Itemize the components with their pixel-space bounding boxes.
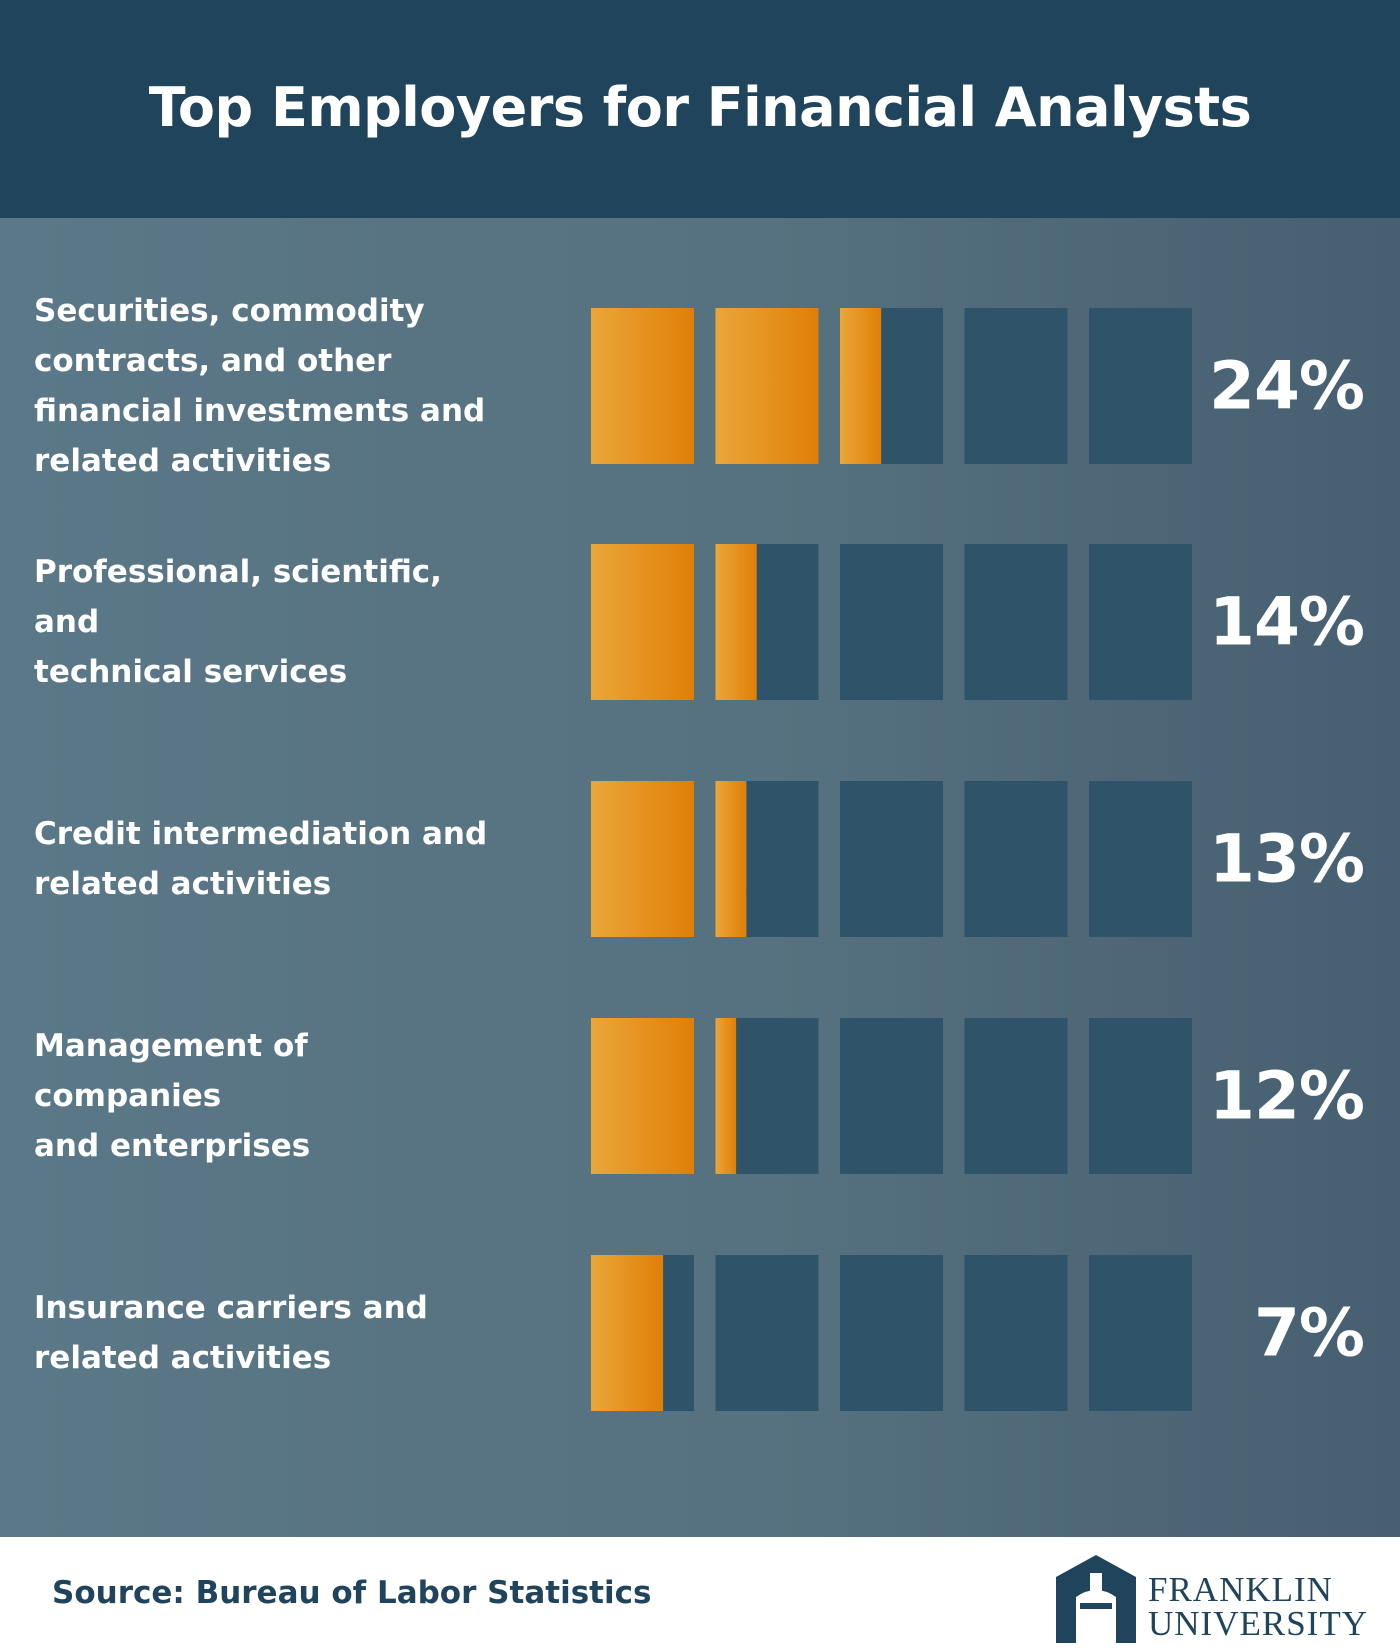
bar-segment [840, 544, 943, 700]
bar-row: Management of companies and enterprises 12… [0, 1018, 1400, 1174]
bar-segment [1089, 781, 1192, 937]
bar-segment [964, 308, 1068, 464]
bar-segment [964, 1018, 1068, 1174]
category-label-line: technical services [34, 654, 348, 690]
value-label: 14% [1209, 583, 1365, 661]
bar-row: Securities, commodity contracts, and othe… [0, 293, 1400, 479]
category-label: Securities, commodity contracts, and othe… [34, 286, 504, 486]
segmented-bar [591, 544, 1192, 700]
category-label-line: related activities [34, 443, 332, 479]
source-credit: Source: Bureau of Labor Statistics [52, 1575, 652, 1611]
bar-segment-fill [715, 781, 747, 937]
category-label-line: Management of companies [34, 1028, 308, 1114]
category-label-line: Professional, scientific, and [34, 554, 442, 640]
segmented-bar [591, 781, 1192, 937]
logo-line-1: FRANKLIN [1148, 1570, 1333, 1609]
bar-segment [964, 544, 1068, 700]
bar-segment [964, 781, 1068, 937]
category-label-line: contracts, and other [34, 343, 392, 379]
category-label: Credit intermediation and related activit… [34, 809, 504, 909]
bar-segment-fill [591, 1018, 694, 1174]
category-label-line: Securities, commodity [34, 293, 425, 329]
bar-segment [840, 781, 943, 937]
category-label-line: and enterprises [34, 1128, 311, 1164]
logo-wordmark: FRANKLIN UNIVERSITY [1148, 1570, 1368, 1643]
category-label: Professional, scientific, and technical s… [34, 547, 504, 697]
value-label: 24% [1209, 347, 1365, 425]
value-label: 7% [1253, 1294, 1365, 1372]
header: Top Employers for Financial Analysts [0, 0, 1400, 218]
chart-title: Top Employers for Financial Analysts [148, 75, 1252, 139]
bar-segment-fill [840, 308, 882, 464]
bar-segment [964, 1255, 1068, 1411]
bar-segment-fill [715, 308, 819, 464]
bar-segment-fill [715, 544, 757, 700]
bar-segment [1089, 1255, 1192, 1411]
value-label: 12% [1209, 1057, 1365, 1135]
category-label: Management of companies and enterprises [34, 1021, 504, 1171]
bar-segment-fill [591, 781, 694, 937]
bar-segment-fill [591, 1255, 664, 1411]
category-label-line: related activities [34, 1340, 332, 1376]
bar-segment [840, 1018, 943, 1174]
bar-segment-fill [591, 308, 694, 464]
bar-row: Professional, scientific, and technical s… [0, 544, 1400, 700]
bar-segment [1089, 1018, 1192, 1174]
segmented-bar [591, 1255, 1192, 1411]
category-label-line: financial investments and [34, 393, 486, 429]
bar-row: Credit intermediation and related activit… [0, 781, 1400, 937]
category-label-line: related activities [34, 866, 332, 902]
bar-segment-fill [591, 544, 694, 700]
footer: Source: Bureau of Labor Statistics FRANK… [0, 1537, 1400, 1649]
bar-segment [1089, 308, 1192, 464]
bar-segment [715, 1255, 819, 1411]
category-label: Insurance carriers and related activities [34, 1283, 504, 1383]
franklin-arch-logo-icon [1056, 1555, 1136, 1643]
value-label: 13% [1209, 820, 1365, 898]
franklin-university-logo: FRANKLIN UNIVERSITY [1050, 1547, 1370, 1643]
bar-segment-fill [715, 1018, 737, 1174]
segmented-bar [591, 308, 1192, 464]
category-label-line: Credit intermediation and [34, 816, 488, 852]
category-label-line: Insurance carriers and [34, 1290, 428, 1326]
segmented-bar [591, 1018, 1192, 1174]
bar-segment [840, 1255, 943, 1411]
chart-panel: Securities, commodity contracts, and othe… [0, 218, 1400, 1537]
bar-row: Insurance carriers and related activities… [0, 1255, 1400, 1411]
bar-segment [1089, 544, 1192, 700]
logo-line-2: UNIVERSITY [1148, 1604, 1368, 1643]
